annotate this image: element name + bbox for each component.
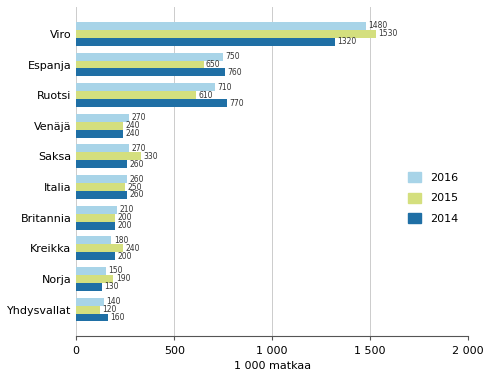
Bar: [76, 191, 127, 199]
Bar: [76, 38, 335, 46]
Bar: [76, 160, 127, 168]
Text: 250: 250: [128, 183, 142, 192]
Text: 1530: 1530: [379, 29, 398, 39]
Bar: [76, 91, 196, 99]
Text: 150: 150: [108, 266, 122, 276]
Text: 200: 200: [118, 221, 132, 230]
Bar: [76, 144, 129, 152]
Bar: [76, 152, 141, 160]
Bar: [76, 297, 104, 305]
Bar: [76, 252, 115, 260]
Text: 1320: 1320: [337, 37, 356, 46]
Bar: [76, 114, 129, 122]
Bar: [76, 222, 115, 229]
Text: 130: 130: [104, 282, 118, 291]
Text: 200: 200: [118, 252, 132, 261]
Text: 120: 120: [102, 305, 116, 314]
Bar: [76, 206, 117, 214]
Text: 240: 240: [126, 129, 140, 138]
Text: 760: 760: [227, 68, 242, 77]
Bar: [76, 236, 111, 244]
Text: 160: 160: [110, 313, 124, 322]
Bar: [76, 22, 366, 30]
Bar: [76, 68, 225, 76]
Text: 610: 610: [198, 91, 213, 100]
Bar: [76, 313, 108, 322]
Bar: [76, 122, 123, 130]
Bar: [76, 30, 376, 38]
Bar: [76, 275, 113, 283]
Bar: [76, 175, 127, 183]
Text: 240: 240: [126, 244, 140, 253]
Bar: [76, 130, 123, 138]
Bar: [76, 53, 223, 60]
Text: 270: 270: [132, 144, 146, 153]
Text: 260: 260: [130, 175, 144, 184]
Text: 200: 200: [118, 213, 132, 222]
Text: 650: 650: [206, 60, 220, 69]
Text: 240: 240: [126, 121, 140, 130]
Text: 330: 330: [143, 152, 158, 161]
Bar: [76, 267, 106, 275]
Text: 770: 770: [229, 99, 244, 108]
Bar: [76, 60, 204, 68]
Text: 180: 180: [114, 236, 128, 245]
Bar: [76, 99, 227, 107]
Legend: 2016, 2015, 2014: 2016, 2015, 2014: [403, 167, 463, 229]
Bar: [76, 214, 115, 222]
Bar: [76, 305, 100, 313]
Text: 1480: 1480: [369, 22, 388, 30]
Text: 750: 750: [225, 52, 240, 61]
Bar: [76, 83, 216, 91]
Bar: [76, 183, 125, 191]
Text: 210: 210: [120, 205, 134, 214]
Text: 260: 260: [130, 160, 144, 169]
Text: 190: 190: [116, 274, 130, 284]
Bar: [76, 283, 102, 291]
Text: 270: 270: [132, 113, 146, 122]
Text: 140: 140: [106, 297, 120, 306]
Bar: [76, 244, 123, 252]
X-axis label: 1 000 matkaa: 1 000 matkaa: [234, 361, 311, 371]
Text: 260: 260: [130, 191, 144, 200]
Text: 710: 710: [218, 83, 232, 92]
